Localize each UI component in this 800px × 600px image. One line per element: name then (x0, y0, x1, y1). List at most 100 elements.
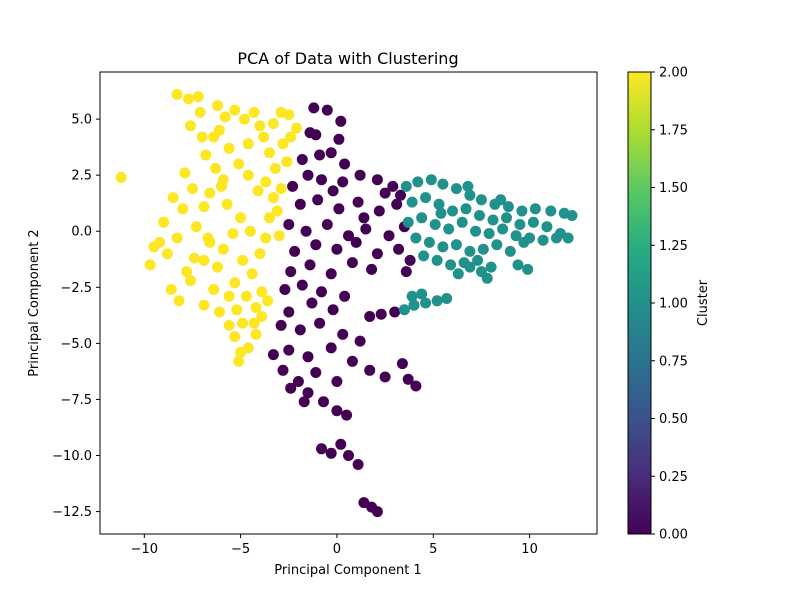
cluster-0-point (331, 405, 342, 416)
cluster-0-point (353, 459, 364, 470)
cluster-1-point (518, 237, 529, 248)
cluster-2-point (256, 286, 267, 297)
cluster-1-point (488, 215, 499, 226)
colorbar-label: Cluster (696, 279, 711, 326)
cluster-1-point (514, 219, 525, 230)
cluster-2-point (283, 109, 294, 120)
cluster-2-point (168, 192, 179, 203)
cluster-1-point (545, 206, 556, 217)
cluster-1-point (457, 217, 468, 228)
cluster-0-point (316, 174, 327, 185)
cluster-1-point (445, 259, 456, 270)
cluster-2-point (177, 203, 188, 214)
cluster-0-point (279, 284, 290, 295)
cluster-0-point (391, 199, 402, 210)
cluster-2-point (268, 118, 279, 129)
cluster-0-point (374, 206, 385, 217)
cluster-1-point (563, 233, 574, 244)
cluster-0-point (397, 358, 408, 369)
cluster-1-point (513, 259, 524, 270)
cluster-0-point (310, 129, 321, 140)
cluster-1-point (443, 224, 454, 235)
cluster-2-point (162, 248, 173, 259)
cluster-1-point (505, 246, 516, 257)
colorbar-tick-label: 1.50 (659, 181, 688, 196)
cluster-0-point (393, 244, 404, 255)
colorbar-tick-label: 0.75 (659, 354, 688, 369)
cluster-2-point (229, 277, 240, 288)
cluster-0-point (301, 226, 312, 237)
cluster-1-point (401, 181, 412, 192)
cluster-2-point (199, 255, 210, 266)
y-tick-label: −7.5 (60, 393, 92, 408)
cluster-2-point (208, 132, 219, 143)
cluster-2-point (224, 291, 235, 302)
cluster-1-point (399, 304, 410, 315)
cluster-2-point (227, 228, 238, 239)
cluster-0-point (331, 376, 342, 387)
cluster-1-point (426, 174, 437, 185)
cluster-1-point (420, 192, 431, 203)
cluster-2-point (154, 237, 165, 248)
x-tick-label: −10 (131, 542, 158, 557)
cluster-2-point (229, 105, 240, 116)
colorbar-tick-label: 2.00 (659, 66, 688, 81)
cluster-0-point (337, 329, 348, 340)
cluster-2-point (237, 255, 248, 266)
cluster-2-point (239, 114, 250, 125)
cluster-0-point (372, 506, 383, 517)
cluster-0-point (278, 365, 289, 376)
cluster-2-point (233, 159, 244, 170)
colorbar-tick-label: 1.25 (659, 239, 688, 254)
cluster-2-point (202, 233, 213, 244)
cluster-1-point (516, 206, 527, 217)
cluster-0-point (299, 396, 310, 407)
cluster-2-point (256, 311, 267, 322)
cluster-0-point (358, 212, 369, 223)
cluster-2-point (189, 253, 200, 264)
cluster-0-point (285, 383, 296, 394)
cluster-1-point (447, 206, 458, 217)
cluster-0-point (355, 336, 366, 347)
cluster-2-point (243, 138, 254, 149)
cluster-2-point (145, 259, 156, 270)
cluster-0-point (283, 345, 294, 356)
cluster-2-point (187, 183, 198, 194)
cluster-1-point (501, 212, 512, 223)
x-axis-label: Principal Component 1 (274, 563, 421, 578)
cluster-2-point (220, 111, 231, 122)
cluster-0-point (322, 105, 333, 116)
cluster-2-point (285, 132, 296, 143)
cluster-0-point (303, 170, 314, 181)
cluster-0-point (287, 181, 298, 192)
cluster-2-point (243, 342, 254, 353)
cluster-2-point (185, 275, 196, 286)
cluster-1-point (451, 239, 462, 250)
cluster-2-point (237, 318, 248, 329)
cluster-1-point (484, 228, 495, 239)
cluster-0-point (372, 174, 383, 185)
cluster-0-point (283, 307, 294, 318)
cluster-2-point (158, 217, 169, 228)
cluster-0-point (314, 150, 325, 161)
cluster-0-point (364, 311, 375, 322)
y-axis-label: Principal Component 2 (27, 229, 42, 376)
cluster-1-point (538, 235, 549, 246)
cluster-0-point (384, 230, 395, 241)
cluster-0-point (295, 199, 306, 210)
cluster-2-point (183, 93, 194, 104)
cluster-0-point (328, 304, 339, 315)
cluster-0-point (297, 280, 308, 291)
cluster-1-point (437, 179, 448, 190)
cluster-2-point (179, 167, 190, 178)
cluster-0-point (364, 365, 375, 376)
cluster-1-point (530, 203, 541, 214)
cluster-0-point (318, 396, 329, 407)
cluster-2-point (185, 120, 196, 131)
x-tick-label: 0 (333, 542, 341, 557)
y-tick-label: −10.0 (52, 449, 92, 464)
x-tick-label: 10 (521, 542, 538, 557)
cluster-2-point (268, 192, 279, 203)
cluster-1-point (497, 224, 508, 235)
colorbar-tick-label: 0.50 (659, 412, 688, 427)
